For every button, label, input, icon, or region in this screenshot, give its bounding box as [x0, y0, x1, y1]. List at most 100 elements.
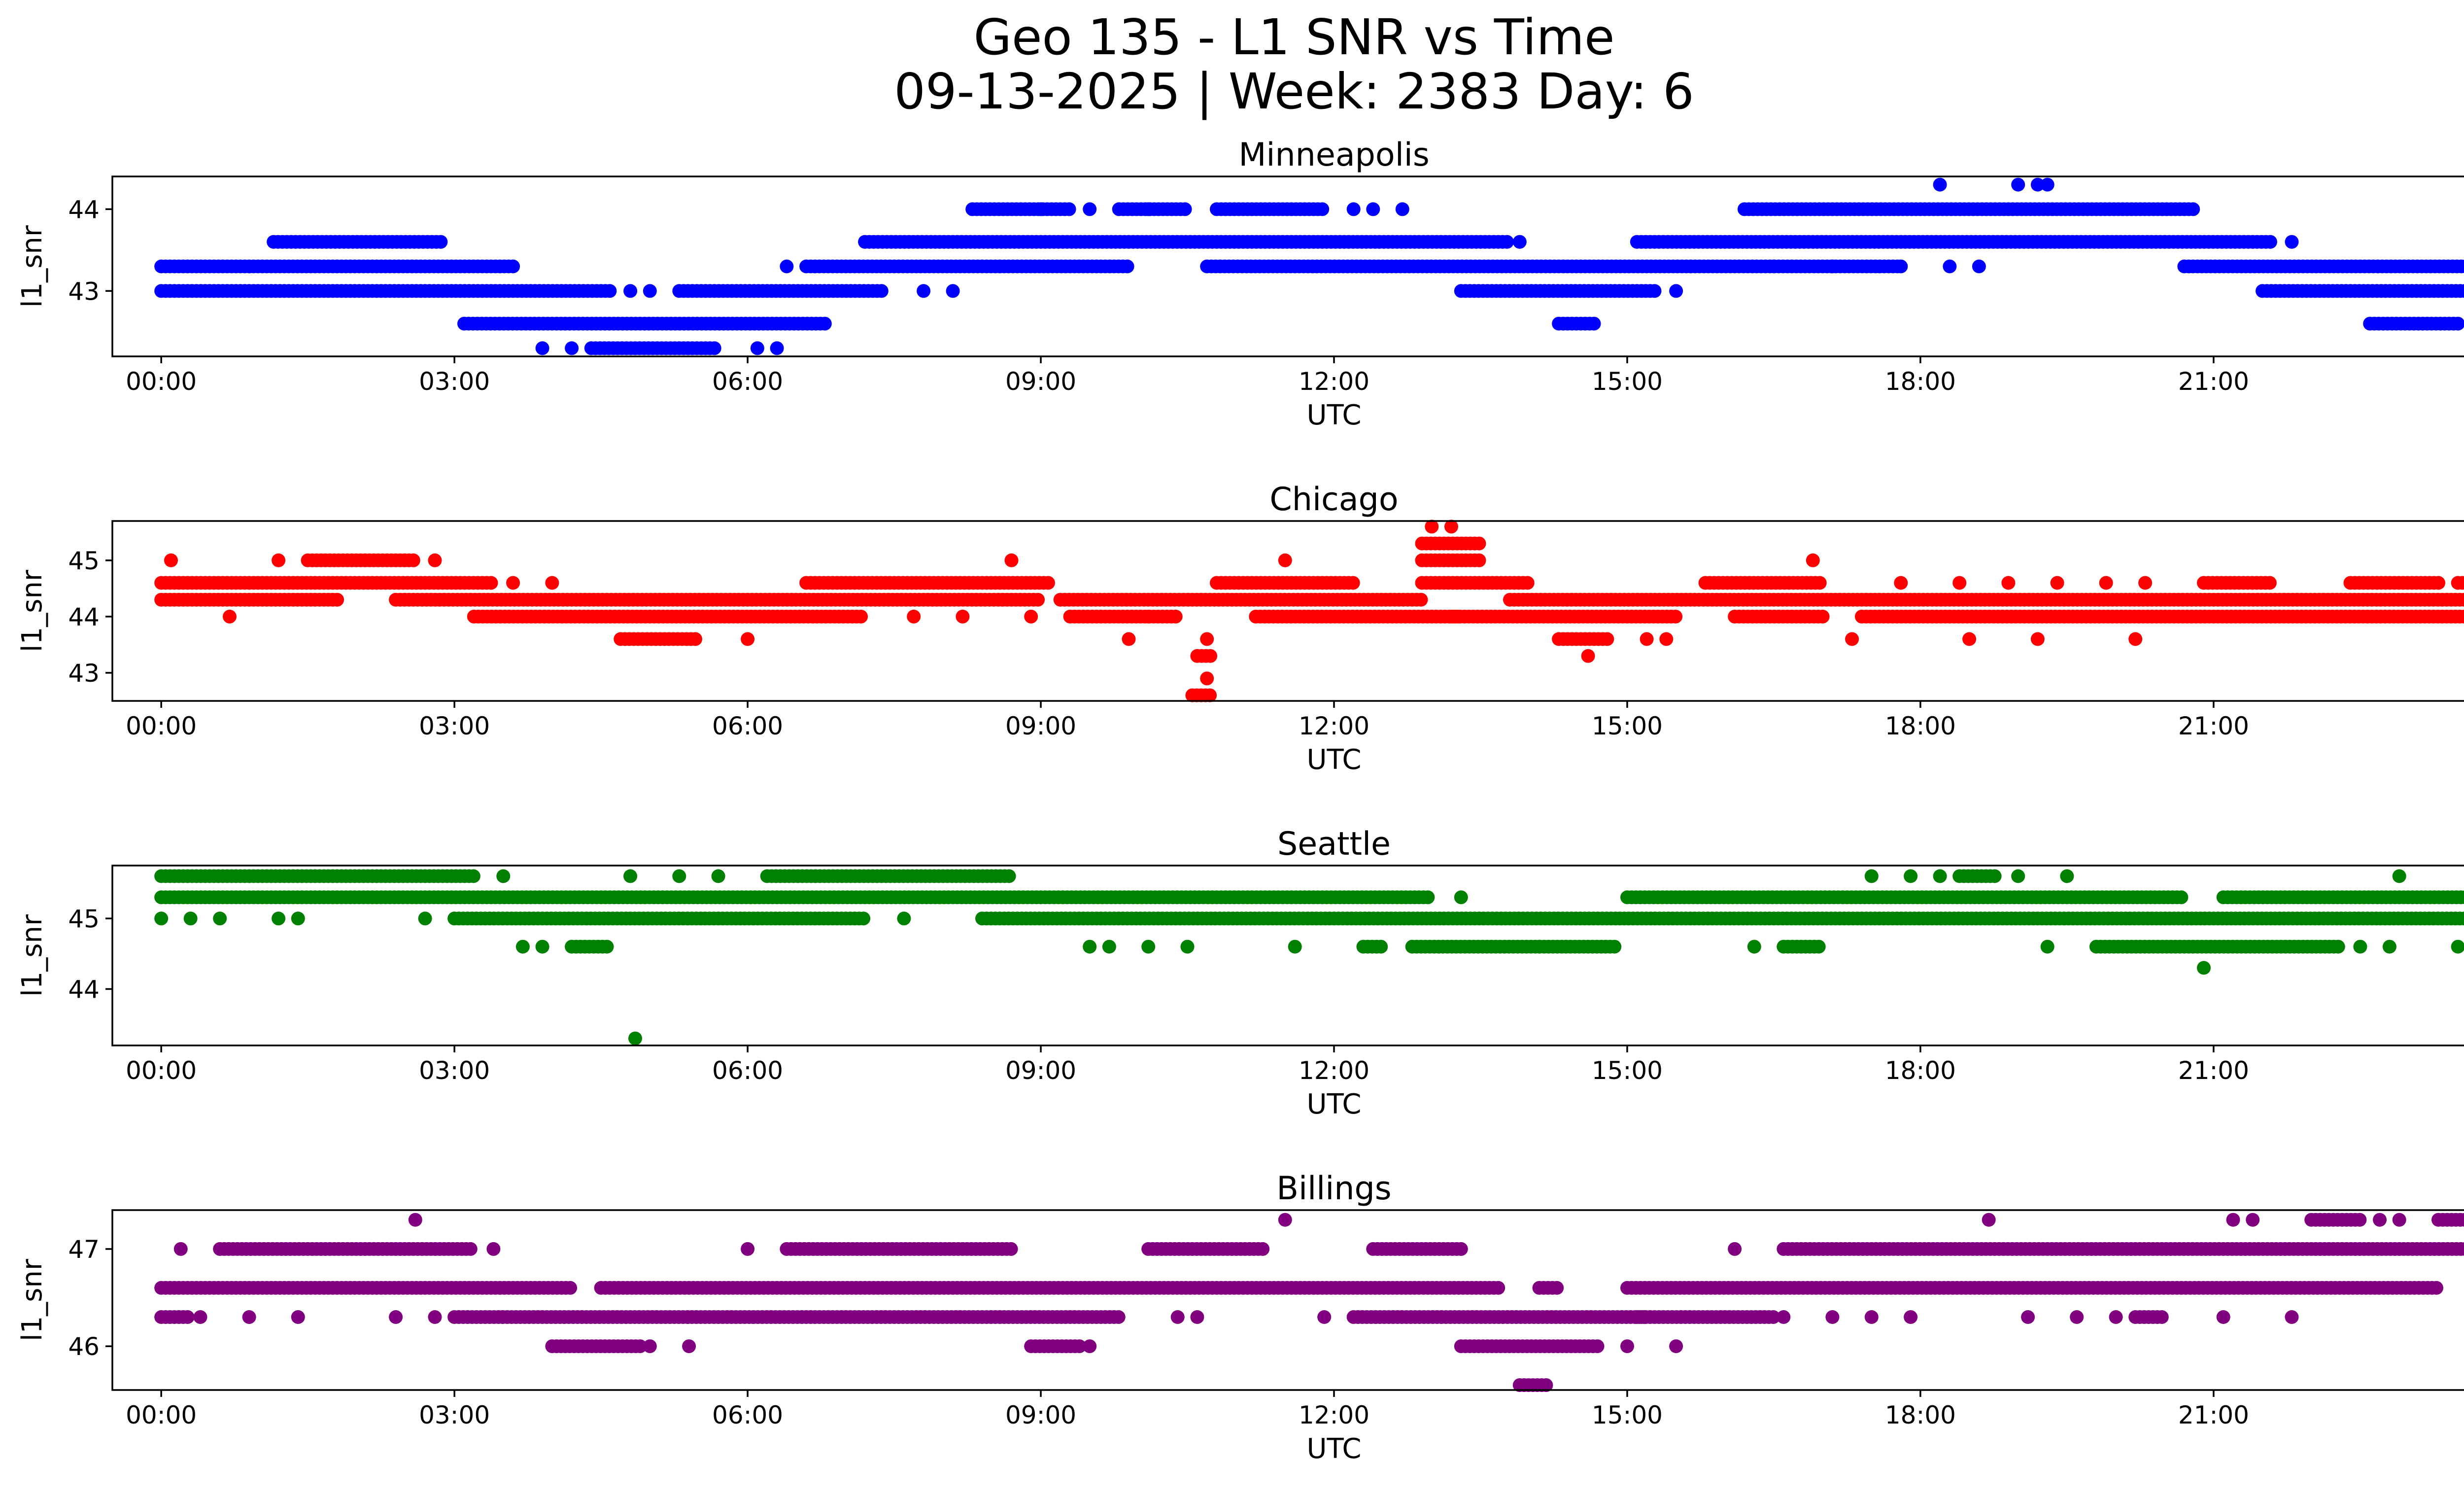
data-point	[854, 609, 868, 624]
x-tick-label: 00:00	[126, 367, 197, 396]
x-tick-label: 03:00	[419, 1056, 490, 1085]
x-tick-label: 15:00	[1592, 367, 1663, 396]
data-point	[1178, 202, 1192, 216]
data-point	[2030, 177, 2045, 192]
data-point	[2353, 939, 2367, 954]
x-tick-label: 15:00	[1592, 712, 1663, 740]
data-point	[1395, 202, 1409, 216]
subplot-title: Minneapolis	[1238, 137, 1429, 174]
data-point	[1180, 939, 1195, 954]
x-axis-label: UTC	[1306, 744, 1361, 776]
data-point	[603, 284, 617, 298]
x-tick-label: 12:00	[1299, 1056, 1369, 1085]
figure-title-line1: Geo 135 - L1 SNR vs Time	[974, 8, 1615, 66]
data-point	[1024, 609, 1038, 624]
data-point	[874, 284, 889, 298]
data-point	[917, 284, 931, 298]
data-point	[1203, 649, 1218, 663]
data-point	[1815, 609, 1830, 624]
data-point	[1346, 202, 1361, 216]
data-point	[672, 869, 686, 883]
data-point	[463, 1242, 478, 1256]
data-point	[2011, 177, 2025, 192]
data-point	[2011, 869, 2025, 883]
data-point	[2462, 286, 2464, 296]
data-point	[291, 911, 305, 926]
data-point	[2458, 284, 2464, 298]
y-tick-label: 44	[68, 975, 100, 1004]
data-point	[2060, 869, 2074, 883]
x-tick-label: 09:00	[1005, 712, 1076, 740]
y-axis-label: l1_snr	[16, 914, 48, 997]
data-point	[711, 869, 725, 883]
data-point	[1168, 609, 1183, 624]
data-point	[2460, 576, 2464, 590]
data-points	[154, 1213, 2464, 1392]
data-point	[428, 553, 442, 567]
y-axis-label: l1_snr	[16, 569, 48, 652]
data-point	[2457, 609, 2464, 624]
y-tick-label: 45	[68, 547, 100, 575]
y-tick-label: 43	[68, 659, 100, 688]
data-point	[818, 316, 832, 331]
data-point	[1111, 1310, 1126, 1324]
data-point	[1083, 939, 1097, 954]
data-point	[1288, 939, 1302, 954]
data-point	[770, 341, 784, 355]
data-point	[1414, 592, 1428, 607]
data-point	[1141, 202, 1156, 216]
data-point	[1454, 890, 1468, 904]
data-point	[2451, 316, 2464, 331]
data-point	[2030, 632, 2045, 646]
data-point	[1004, 553, 1019, 567]
data-point	[1141, 609, 1156, 624]
data-point	[1034, 202, 1048, 216]
x-tick-label: 12:00	[1299, 712, 1369, 740]
data-point	[1491, 1281, 1506, 1295]
data-point	[1200, 632, 1214, 646]
x-tick-label: 03:00	[419, 367, 490, 396]
x-tick-label: 15:00	[1592, 1056, 1663, 1085]
data-point	[1366, 202, 1380, 216]
data-point	[1590, 1339, 1605, 1354]
data-point	[535, 341, 549, 355]
data-point	[1120, 259, 1134, 274]
data-point	[1972, 259, 1986, 274]
x-tick-label: 09:00	[1005, 367, 1076, 396]
data-point	[466, 869, 480, 883]
y-tick-label: 44	[68, 603, 100, 631]
data-point	[2099, 576, 2113, 590]
data-point	[164, 553, 178, 567]
data-point	[897, 911, 911, 926]
data-points	[154, 177, 2464, 355]
data-point	[223, 609, 237, 624]
data-point	[1864, 869, 1879, 883]
data-point	[2263, 235, 2277, 249]
data-point	[946, 284, 960, 298]
x-tick-label: 03:00	[419, 712, 490, 740]
y-axis-label: l1_snr	[16, 225, 48, 308]
data-point	[1581, 649, 1595, 663]
data-point	[780, 259, 794, 274]
data-point	[406, 553, 420, 567]
data-point	[180, 1310, 195, 1324]
data-point	[1825, 259, 1840, 274]
data-point	[545, 576, 559, 590]
data-point	[1031, 592, 1045, 607]
data-point	[643, 284, 657, 298]
data-point	[1943, 259, 1957, 274]
data-point	[2430, 1281, 2443, 1295]
data-point	[2392, 869, 2406, 883]
data-point	[1933, 869, 1947, 883]
x-tick-label: 09:00	[1005, 1056, 1076, 1085]
data-point	[1894, 259, 1908, 274]
data-point	[2331, 939, 2345, 954]
data-point	[1500, 235, 1514, 249]
y-tick-label: 45	[68, 904, 100, 933]
data-point	[2262, 576, 2277, 590]
data-point	[1002, 869, 1016, 883]
data-point	[750, 341, 764, 355]
